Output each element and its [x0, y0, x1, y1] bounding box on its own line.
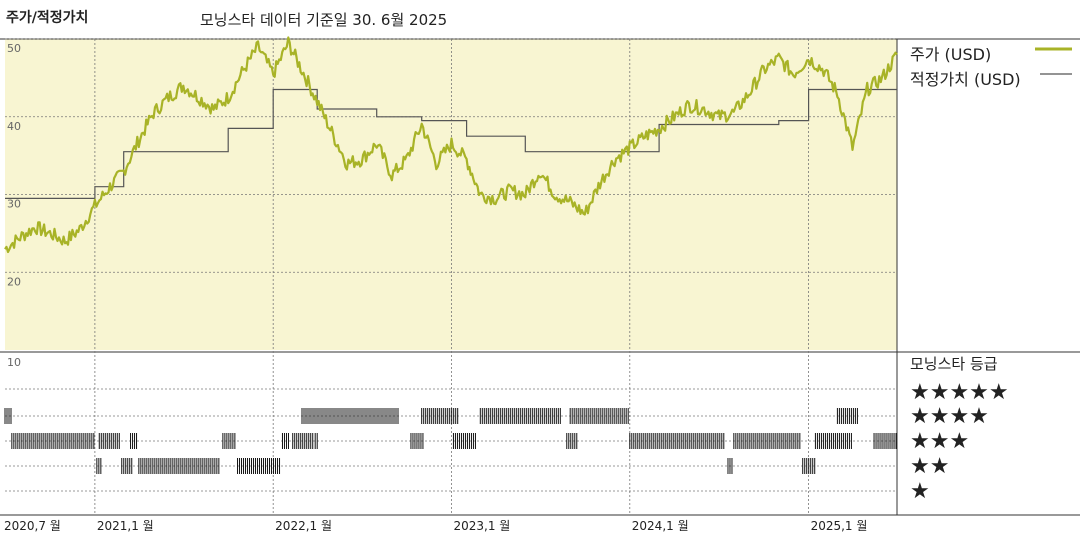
y-tick-label: 30 [7, 198, 21, 211]
rating-period-3-star [130, 433, 138, 449]
rating-period-3-star [98, 433, 120, 449]
rating-period-3-star [281, 433, 289, 449]
rating-period-3-star [814, 433, 852, 449]
x-tick-label: 2022,1 월 [275, 519, 332, 533]
rating-period-3-star [11, 433, 95, 449]
rating-period-3-star [410, 433, 424, 449]
rating-period-2-star [802, 458, 816, 474]
rating-period-4-star [569, 408, 629, 424]
rating-period-3-star [566, 433, 578, 449]
rating-period-3-star [314, 433, 318, 449]
rating-period-3-star [629, 433, 725, 449]
legend-fair-value: 적정가치 (USD) [910, 66, 1021, 90]
rating-period-3-star [222, 433, 236, 449]
rating-period-3-star [292, 433, 314, 449]
legend-price: 주가 (USD) [910, 41, 991, 65]
x-tick-label: 2020,7 월 [4, 519, 61, 533]
y-tick-label: 20 [7, 275, 21, 288]
rating-legend-title: 모닝스타 등급 [910, 355, 998, 373]
rating-period-3-star [733, 433, 801, 449]
rating-period-4-star [836, 408, 858, 424]
x-tick-label: 2021,1 월 [97, 519, 154, 533]
legend-fair-value-label: 적정가치 (USD) [910, 70, 1021, 89]
price-line [4, 36, 898, 254]
rating-period-2-star [96, 458, 102, 474]
rating-period-4-star [421, 408, 459, 424]
legend-five-stars: ★★★★★ [910, 380, 1009, 405]
x-tick-label: 2023,1 월 [453, 519, 510, 533]
rating-period-2-star [138, 458, 220, 474]
legend-four-stars: ★★★★ [910, 404, 989, 429]
rating-period-2-star [237, 458, 281, 474]
data-date-caption: 모닝스타 데이터 기준일 30. 6월 2025 [200, 11, 448, 29]
rating-axis-label: 10 [7, 356, 21, 369]
legend-one-star: ★ [910, 479, 930, 504]
rating-period-3-star [452, 433, 476, 449]
x-tick-label: 2025,1 월 [811, 519, 868, 533]
x-tick-label: 2024,1 월 [632, 519, 689, 533]
rating-period-4-star [4, 408, 12, 424]
rating-period-4-star [479, 408, 561, 424]
legend-two-stars: ★★ [910, 454, 950, 479]
rating-period-4-star [301, 408, 399, 424]
y-tick-label: 40 [7, 120, 21, 133]
rating-period-2-star [727, 458, 733, 474]
legend-three-stars: ★★★ [910, 429, 970, 454]
fair-value-line [5, 88, 897, 199]
y-tick-label: 50 [7, 42, 21, 55]
rating-period-2-star [121, 458, 133, 474]
chart-section-title: 주가/적정가치 [6, 10, 89, 26]
rating-period-3-star [873, 433, 897, 449]
legend-price-label: 주가 (USD) [910, 45, 992, 64]
